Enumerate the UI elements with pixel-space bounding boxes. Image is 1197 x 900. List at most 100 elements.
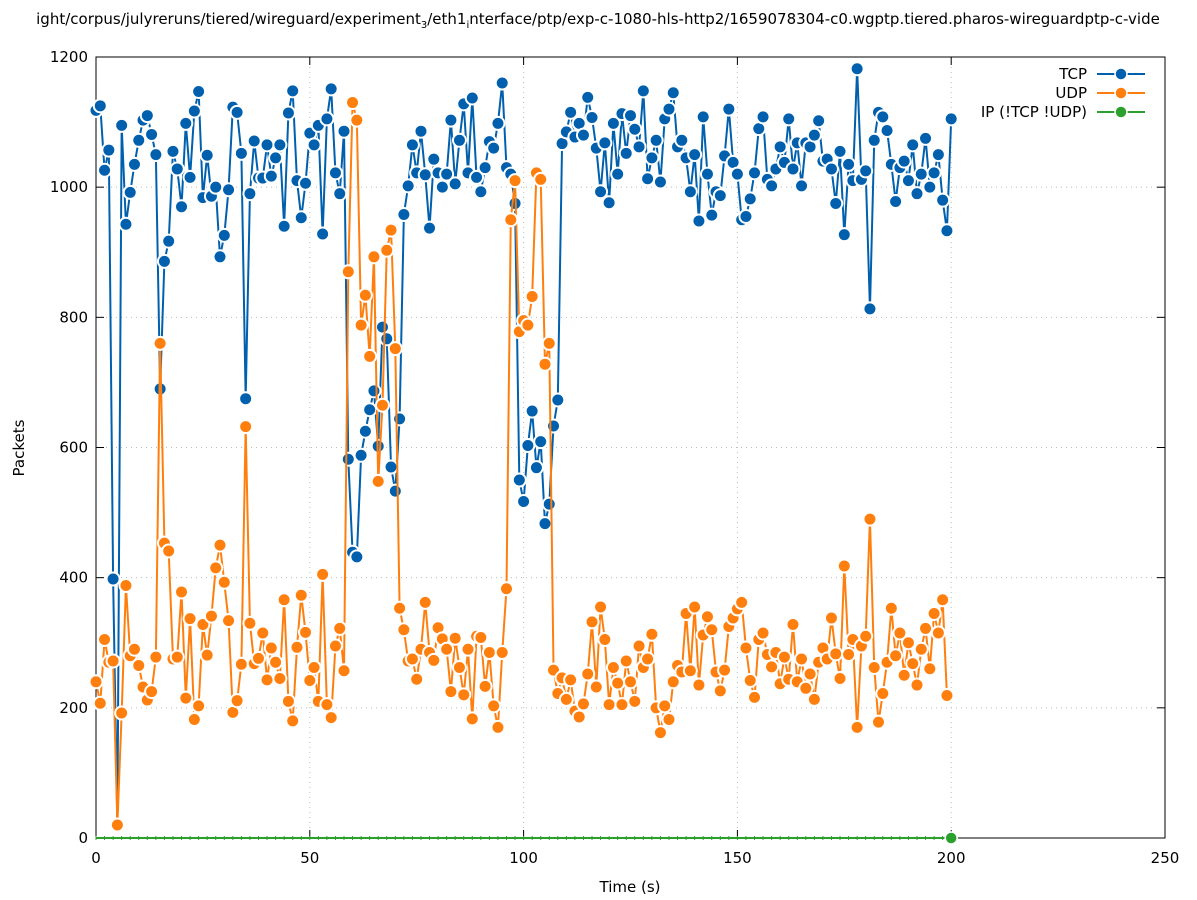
data-point: [353, 447, 369, 463]
data-point: [114, 117, 130, 133]
data-point: [208, 179, 224, 195]
data-point: [875, 686, 891, 702]
data-point: [349, 112, 365, 128]
data-point: [704, 622, 720, 638]
data-point: [520, 317, 536, 333]
data-point: [883, 600, 899, 616]
data-point: [105, 571, 121, 587]
series-tcp: [88, 61, 959, 833]
data-point: [747, 165, 763, 181]
data-point: [652, 174, 668, 190]
data-point: [755, 109, 771, 125]
data-point: [118, 577, 134, 593]
data-point: [387, 483, 403, 499]
data-point: [738, 208, 754, 224]
data-point: [533, 171, 549, 187]
data-point: [327, 638, 343, 654]
data-point: [165, 143, 181, 159]
data-point: [404, 651, 420, 667]
data-point: [97, 162, 113, 178]
data-point: [580, 666, 596, 682]
data-point: [280, 693, 296, 709]
data-point: [396, 622, 412, 638]
data-point: [199, 647, 215, 663]
data-point: [379, 242, 395, 258]
data-point: [417, 167, 433, 183]
data-point: [148, 147, 164, 163]
data-point: [302, 672, 318, 688]
data-point: [174, 199, 190, 215]
data-point: [182, 169, 198, 185]
data-point: [623, 108, 638, 124]
data-point: [272, 137, 288, 153]
data-point: [323, 81, 339, 97]
data-point: [186, 712, 202, 728]
data-point: [332, 620, 348, 636]
data-point: [417, 594, 433, 610]
data-point: [109, 817, 125, 833]
data-point: [627, 121, 643, 137]
data-point: [930, 147, 946, 163]
data-point: [871, 714, 887, 730]
data-point: [293, 210, 309, 226]
data-point: [203, 608, 219, 624]
data-point: [541, 335, 557, 351]
legend-label: IP (!TCP !UDP): [981, 103, 1087, 121]
y-tick-label: 1000: [50, 178, 88, 196]
data-point: [888, 193, 904, 209]
data-point: [896, 667, 912, 683]
data-point: [362, 348, 378, 364]
data-point: [563, 672, 579, 688]
data-point: [593, 599, 609, 615]
data-point: [900, 173, 916, 189]
data-point: [238, 391, 254, 407]
data-point: [490, 115, 506, 131]
data-point: [704, 207, 720, 223]
data-point: [858, 628, 874, 644]
data-point: [580, 89, 596, 105]
title-subscript: 3: [421, 20, 427, 31]
data-point: [246, 133, 262, 149]
data-point: [319, 697, 335, 713]
data-point: [336, 663, 352, 679]
data-point: [178, 115, 194, 131]
legend-item: IP (!TCP !UDP): [981, 103, 1145, 121]
data-point: [712, 683, 728, 699]
data-point: [280, 105, 296, 121]
data-point: [909, 677, 925, 693]
data-point: [169, 161, 185, 177]
data-point: [233, 145, 249, 161]
data-point: [490, 719, 506, 735]
data-point: [614, 697, 630, 713]
data-point: [823, 161, 839, 177]
data-point: [229, 693, 245, 709]
data-point: [460, 641, 476, 657]
data-point: [695, 109, 711, 125]
data-point: [144, 684, 160, 700]
data-point: [447, 630, 463, 646]
data-point: [208, 560, 224, 576]
data-point: [327, 165, 343, 181]
data-point: [618, 653, 634, 669]
data-point: [563, 104, 579, 120]
data-point: [729, 166, 745, 182]
data-point: [832, 671, 848, 687]
data-point: [597, 631, 613, 647]
data-point: [199, 147, 215, 163]
data-point: [541, 496, 557, 512]
data-point: [691, 213, 707, 229]
data-point: [892, 625, 908, 641]
data-point: [935, 192, 951, 208]
data-point: [268, 654, 284, 670]
data-point: [631, 139, 647, 155]
data-point: [918, 130, 934, 146]
data-point: [785, 161, 801, 177]
data-point: [755, 625, 771, 641]
data-point: [507, 173, 523, 189]
data-point: [644, 626, 660, 642]
data-point: [383, 222, 399, 238]
data-point: [584, 110, 600, 126]
x-tick-label: 150: [723, 849, 752, 867]
data-point: [528, 460, 544, 476]
data-point: [315, 226, 331, 242]
